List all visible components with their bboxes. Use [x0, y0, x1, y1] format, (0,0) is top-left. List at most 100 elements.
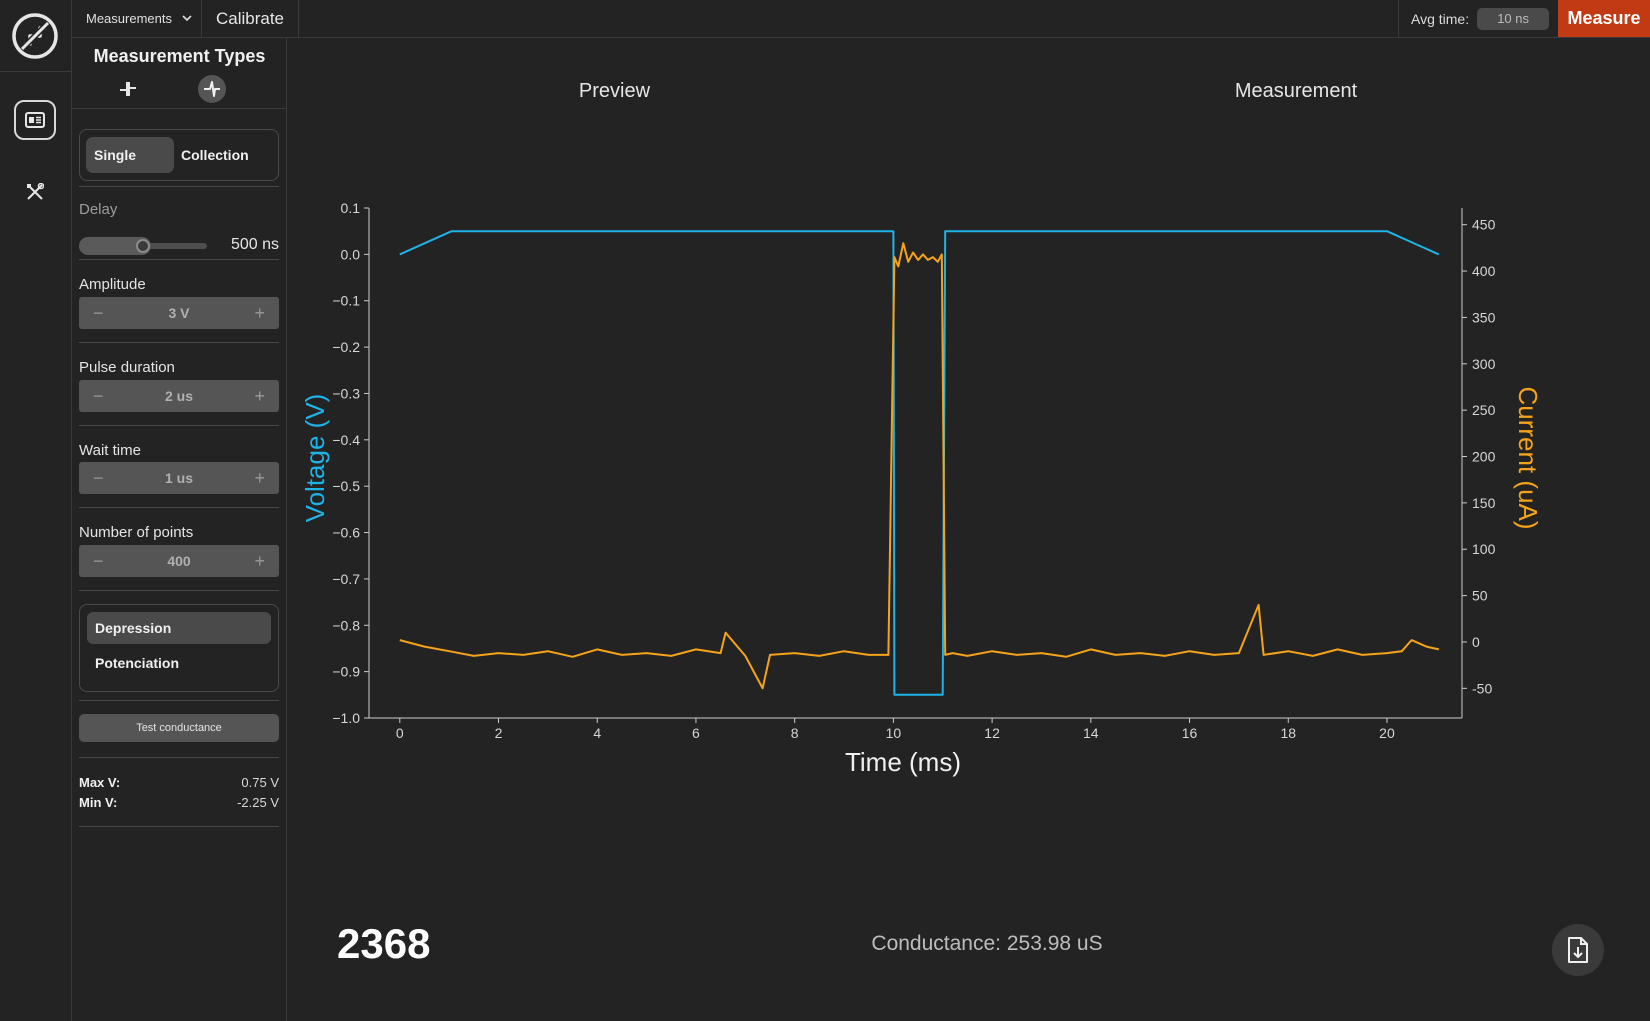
wait-time-value[interactable]: 1 us: [164, 470, 193, 486]
number-of-points-decrement-button[interactable]: −: [93, 550, 104, 571]
y2-tick-label: 200: [1472, 449, 1496, 465]
y-tick-label: −0.4: [332, 432, 360, 448]
x-tick-label: 16: [1182, 725, 1198, 741]
amplitude-value[interactable]: 3 V: [168, 305, 190, 321]
tab-measurement[interactable]: Measurement: [1234, 79, 1358, 102]
y-tick-label: −0.7: [332, 571, 360, 587]
main-area: Preview Measurement 0.1 0.0 −0.1 −0.2 −0.3 −0…: [287, 38, 1650, 1021]
avg-time-input[interactable]: 10 ns: [1477, 7, 1550, 30]
x-tick-label: 6: [692, 725, 700, 741]
amplitude-decrement-button[interactable]: −: [93, 302, 104, 323]
panel-divider: [79, 826, 279, 827]
delay-value: 500 ns: [230, 236, 279, 253]
y2-tick-label: -50: [1472, 680, 1492, 696]
panel-divider: [72, 108, 286, 109]
y-tick-label: −0.2: [332, 339, 360, 355]
pulse-duration-label: Pulse duration: [79, 359, 175, 376]
panel-divider: [79, 342, 279, 343]
x-tick-label: 2: [495, 725, 503, 741]
tools-icon: [27, 183, 44, 200]
number-of-points-increment-button[interactable]: +: [254, 550, 265, 571]
spike-pulse-type-button[interactable]: [198, 75, 226, 103]
y2-axis-title: Current (uA): [1513, 386, 1543, 529]
panel-divider: [79, 507, 279, 508]
min-v-value: -2.25 V: [237, 795, 279, 810]
delay-slider-handle[interactable]: [136, 239, 150, 253]
amplitude-stepper: − 3 V +: [79, 297, 279, 329]
min-v-label: Min V:: [79, 795, 118, 810]
app-logo-icon[interactable]: [10, 11, 60, 61]
wait-time-decrement-button[interactable]: −: [93, 467, 104, 488]
y2-tick-label: 450: [1472, 217, 1496, 233]
potenciation-option[interactable]: Potenciation: [95, 655, 180, 671]
measurements-dropdown[interactable]: Measurements: [72, 0, 202, 37]
y-tick-label: −0.9: [332, 664, 360, 680]
mode-collection-option[interactable]: Collection: [181, 147, 249, 163]
y2-tick-label: 250: [1472, 402, 1496, 418]
wait-time-stepper: − 1 us +: [79, 462, 279, 494]
x-tick-label: 12: [984, 725, 1000, 741]
delay-label: Delay: [79, 201, 118, 218]
measurements-dropdown-label: Measurements: [86, 11, 172, 26]
y2-tick-label: 50: [1472, 588, 1488, 604]
spike-pulse-icon: [204, 81, 220, 97]
y2-tick-label: 300: [1472, 356, 1496, 372]
avg-time-control: Avg time: 10 ns: [1398, 0, 1558, 37]
current-series-line: [399, 242, 1440, 690]
pulse-duration-increment-button[interactable]: +: [254, 385, 265, 406]
x-tick-label: 4: [593, 725, 601, 741]
amplitude-increment-button[interactable]: +: [254, 302, 265, 323]
step-pulse-icon: [120, 82, 136, 96]
max-v-row: Max V: 0.75 V: [79, 775, 279, 790]
test-conductance-button[interactable]: Test conductance: [79, 714, 279, 742]
y2-tick-label: 0: [1472, 634, 1480, 650]
pulse-duration-value[interactable]: 2 us: [164, 388, 193, 404]
panel-divider: [79, 590, 279, 591]
pulse-duration-decrement-button[interactable]: −: [93, 385, 104, 406]
top-bar: Measurements Calibrate Avg time: 10 ns M…: [72, 0, 1650, 38]
rail-divider: [0, 71, 72, 72]
left-rail: [0, 0, 72, 1021]
mode-segmented-control: Single Collection: [79, 129, 279, 181]
avg-time-label: Avg time:: [1411, 10, 1470, 27]
max-v-label: Max V:: [79, 775, 121, 790]
conductance-readout: Conductance: 253.98 uS: [871, 932, 1103, 955]
y-tick-label: −0.6: [332, 525, 360, 541]
rail-item-tools[interactable]: [14, 172, 56, 212]
voltage-series-line: [399, 230, 1440, 696]
panel-divider: [79, 186, 279, 187]
x-tick-label: 14: [1083, 725, 1099, 741]
measurement-counter: 2368: [337, 920, 431, 967]
x-tick-label: 10: [886, 725, 902, 741]
calibrate-button[interactable]: Calibrate: [202, 0, 299, 37]
file-download-icon: [1568, 937, 1588, 963]
wait-time-label: Wait time: [79, 442, 141, 459]
y-tick-label: 0.1: [341, 200, 361, 216]
number-of-points-label: Number of points: [79, 524, 194, 541]
number-of-points-value[interactable]: 400: [167, 553, 191, 569]
measurement-types-title: Measurement Types: [93, 46, 266, 66]
x-tick-label: 20: [1379, 725, 1395, 741]
step-pulse-type-button[interactable]: [114, 75, 142, 103]
y-tick-label: −0.5: [332, 478, 360, 494]
panel-divider: [79, 425, 279, 426]
y-tick-label: −0.8: [332, 617, 360, 633]
delay-slider-fill: [79, 237, 151, 255]
y-tick-label: −0.3: [332, 385, 360, 401]
x-tick-label: 8: [791, 725, 799, 741]
measure-button[interactable]: Measure: [1558, 0, 1650, 37]
plasticity-selector: Depression Potenciation: [79, 604, 279, 692]
tab-preview[interactable]: Preview: [578, 79, 651, 102]
export-button[interactable]: [1552, 924, 1604, 976]
y2-tick-label: 400: [1472, 263, 1496, 279]
pulse-duration-stepper: − 2 us +: [79, 380, 279, 412]
y2-tick-label: 100: [1472, 541, 1496, 557]
number-of-points-stepper: − 400 +: [79, 545, 279, 577]
mode-single-option[interactable]: Single: [86, 137, 174, 173]
panel-divider: [79, 259, 279, 260]
rail-item-measurements[interactable]: [14, 100, 56, 140]
x-axis-title: Time (ms): [845, 747, 961, 777]
depression-option[interactable]: Depression: [87, 612, 271, 644]
wait-time-increment-button[interactable]: +: [254, 467, 265, 488]
